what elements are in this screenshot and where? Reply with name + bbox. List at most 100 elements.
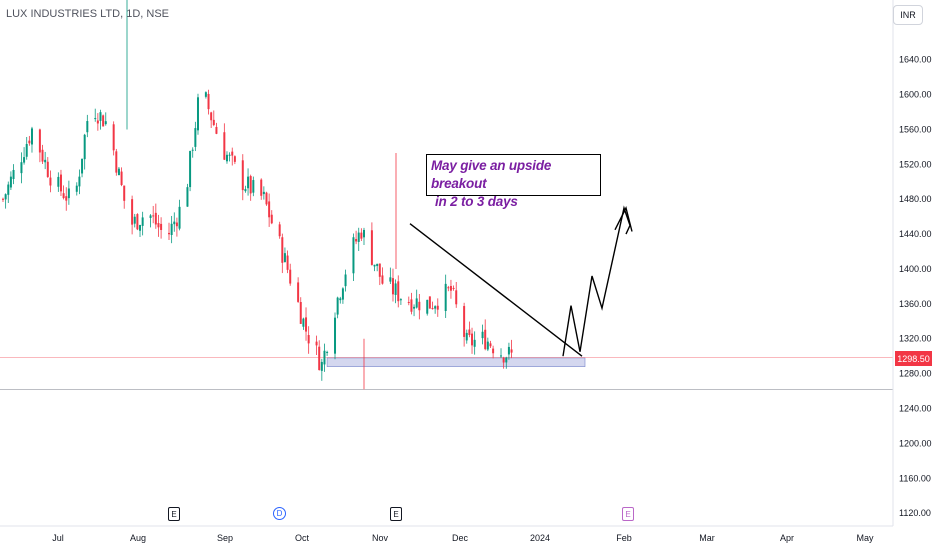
candle-body <box>249 176 252 194</box>
candle-body <box>160 223 163 230</box>
candle-body <box>318 346 321 370</box>
candle-body <box>210 112 213 121</box>
candle-body <box>465 332 468 341</box>
candle-body <box>83 134 86 160</box>
y-tick-label: 1440.00 <box>899 229 932 239</box>
candle-body <box>223 132 226 160</box>
candle-body <box>373 264 376 267</box>
candle-body <box>67 188 70 199</box>
candle-body <box>336 297 339 315</box>
y-tick-label: 1560.00 <box>899 124 932 134</box>
y-tick-label: 1640.00 <box>899 55 932 65</box>
candle-body <box>278 224 281 237</box>
x-tick-label: May <box>856 533 874 543</box>
candle-body <box>444 283 447 312</box>
candle-body <box>117 168 120 176</box>
candle-body <box>481 331 484 339</box>
y-tick-label: 1320.00 <box>899 334 932 344</box>
candle-body <box>154 212 157 225</box>
candle-body <box>302 318 305 327</box>
candle-body <box>265 192 268 205</box>
candle-body <box>152 215 155 217</box>
candle-body <box>175 222 178 227</box>
candle-body <box>510 349 513 353</box>
candle-body <box>38 129 41 153</box>
candle-body <box>389 277 392 282</box>
candle-body <box>28 140 31 144</box>
candle-body <box>344 274 347 287</box>
drawings <box>409 205 633 357</box>
candle-body <box>360 232 363 239</box>
candle-body <box>362 229 365 238</box>
candle-body <box>228 154 231 156</box>
candle-body <box>120 171 123 185</box>
candle-body <box>104 121 107 125</box>
candle-body <box>204 92 207 97</box>
earnings-event-icon[interactable]: E <box>390 507 402 521</box>
candle-body <box>281 237 284 263</box>
descending-trendline[interactable] <box>409 223 583 357</box>
projection-path[interactable] <box>562 205 631 357</box>
candle-body <box>191 149 194 151</box>
x-tick-label: Jul <box>52 533 64 543</box>
last-price-label: 1298.50 <box>895 351 932 366</box>
candle-body <box>473 339 476 347</box>
candle-body <box>99 112 102 121</box>
candle-body <box>123 185 126 201</box>
candle-body <box>157 223 160 228</box>
candle-body <box>241 160 244 191</box>
candle-body <box>468 329 471 336</box>
candle-body <box>428 296 431 309</box>
dividend-event-icon[interactable]: D <box>273 507 286 520</box>
candle-body <box>452 287 455 289</box>
candle-body <box>252 180 255 193</box>
candle-body <box>507 346 510 355</box>
candle-body <box>225 154 228 162</box>
candle-body <box>7 184 10 195</box>
candle-body <box>173 221 176 225</box>
candle-body <box>305 317 308 332</box>
candle-body <box>189 151 192 188</box>
y-tick-label: 1520.00 <box>899 159 932 169</box>
candle-body <box>2 198 4 200</box>
candle-body <box>139 225 142 231</box>
earnings-event-icon[interactable]: E <box>168 507 180 521</box>
candle-body <box>196 97 199 131</box>
annotation-box[interactable]: May give an upside breakout in 2 to 3 da… <box>426 154 601 209</box>
candle-body <box>426 299 429 314</box>
candle-body <box>136 214 139 230</box>
candle-body <box>115 151 118 173</box>
candle-body <box>102 115 105 127</box>
y-tick-label: 1120.00 <box>899 508 931 518</box>
candle-body <box>394 283 397 295</box>
candle-body <box>131 199 134 225</box>
x-tick-label: Dec <box>452 533 469 543</box>
candle-body <box>9 176 12 188</box>
candle-body <box>455 290 458 305</box>
x-tick-label: Apr <box>780 533 794 543</box>
upcoming-earnings-event-icon[interactable]: E <box>622 507 634 521</box>
candle-body <box>207 93 210 110</box>
candle-body <box>357 232 360 242</box>
candle-body <box>323 350 326 365</box>
candle-body <box>492 348 495 354</box>
support-zone-rect[interactable] <box>326 357 586 367</box>
candle-body <box>75 185 78 192</box>
x-tick-label: Feb <box>616 533 632 543</box>
candle-body <box>149 215 152 218</box>
annotation-line-1: May give an upside breakout <box>431 158 552 191</box>
support-zone <box>326 357 586 367</box>
chart-title: LUX INDUSTRIES LTD, 1D, NSE <box>6 8 169 20</box>
candle-body <box>231 151 234 156</box>
candle-body <box>286 255 289 270</box>
candle-body <box>59 174 62 192</box>
candle-body <box>23 157 26 163</box>
candle-body <box>413 306 416 309</box>
candle-body <box>96 120 99 124</box>
candle-body <box>484 329 487 350</box>
currency-button[interactable]: INR <box>893 5 923 25</box>
candle-body <box>25 144 28 157</box>
projection-arrowhead <box>614 206 633 232</box>
candle-body <box>370 230 373 265</box>
